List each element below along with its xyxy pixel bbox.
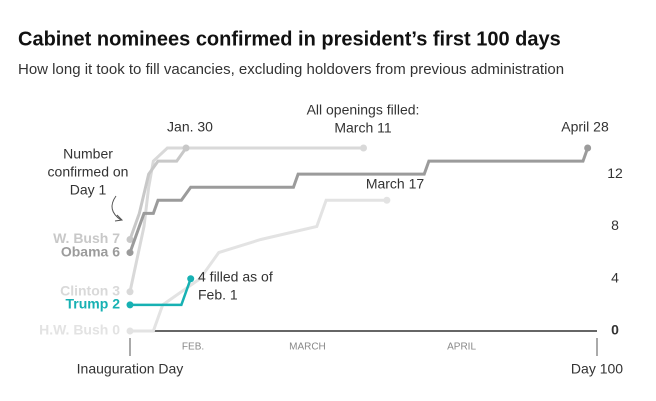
arrow-head <box>114 214 124 222</box>
point <box>126 327 134 335</box>
x-tick-label: Inauguration Day <box>77 361 184 377</box>
y-tick-label: 0 <box>611 322 619 338</box>
series-label: Obama 6 <box>61 243 120 259</box>
point <box>126 249 134 257</box>
annotation: All openings filled: <box>307 102 420 118</box>
annotation: Feb. 1 <box>198 287 238 303</box>
annotation: Jan. 30 <box>167 119 213 135</box>
x-tick-label: Day 100 <box>571 361 623 377</box>
series-label: Trump 2 <box>66 296 121 312</box>
chart-title: Cabinet nominees confirmed in president’… <box>18 28 561 50</box>
series-line <box>128 147 590 254</box>
annotation: April 28 <box>561 119 609 135</box>
series-line <box>128 146 364 293</box>
series-label: Clinton 3 <box>60 282 120 298</box>
series-line <box>130 278 192 307</box>
annotation-arrow <box>111 195 122 221</box>
series-line <box>128 147 188 241</box>
series-label: W. Bush 7 <box>53 230 120 246</box>
annotation: March 17 <box>366 176 425 192</box>
month-label: MARCH <box>289 342 326 353</box>
month-label: FEB. <box>182 342 204 353</box>
point <box>182 144 190 152</box>
point <box>584 144 592 152</box>
series-label: H.W. Bush 0 <box>39 322 120 338</box>
point <box>126 288 134 296</box>
annotation: Number <box>63 146 113 162</box>
point <box>187 275 195 283</box>
y-tick-label: 4 <box>611 269 619 285</box>
point <box>383 196 391 204</box>
point <box>360 144 367 152</box>
chart-subtitle: How long it took to fill vacancies, excl… <box>18 61 564 78</box>
month-label: APRIL <box>447 342 476 353</box>
y-tick-label: 12 <box>607 165 623 181</box>
annotation: Day 1 <box>70 182 107 198</box>
series-line <box>130 198 387 333</box>
point <box>126 236 134 243</box>
annotation: 4 filled as of <box>198 269 273 285</box>
y-tick-label: 8 <box>611 217 619 233</box>
point <box>126 301 134 309</box>
annotation: confirmed on <box>48 164 129 180</box>
annotation: March 11 <box>334 120 392 136</box>
